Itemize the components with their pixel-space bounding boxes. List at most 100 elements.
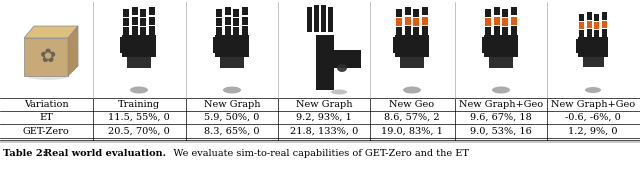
Bar: [578, 37, 608, 57]
Bar: [234, 9, 239, 17]
Bar: [587, 12, 592, 20]
Bar: [422, 7, 428, 15]
Bar: [489, 57, 513, 68]
Bar: [594, 14, 599, 21]
Bar: [215, 35, 249, 57]
Bar: [242, 7, 248, 15]
Bar: [602, 29, 607, 37]
Bar: [316, 35, 334, 90]
Ellipse shape: [585, 87, 601, 93]
Text: ✿: ✿: [40, 46, 56, 66]
Bar: [307, 7, 312, 32]
Bar: [422, 17, 428, 25]
Bar: [396, 18, 402, 26]
Text: 20.5, 70%, 0: 20.5, 70%, 0: [108, 127, 170, 136]
Bar: [413, 27, 419, 35]
Bar: [225, 17, 230, 25]
Bar: [579, 30, 584, 37]
Text: Training: Training: [118, 100, 160, 109]
Bar: [242, 27, 248, 35]
Bar: [405, 7, 411, 15]
Bar: [396, 27, 402, 35]
Text: 11.5, 55%, 0: 11.5, 55%, 0: [108, 113, 170, 122]
Bar: [124, 27, 129, 35]
Bar: [395, 35, 429, 57]
Text: 1.2, 9%, 0: 1.2, 9%, 0: [568, 127, 618, 136]
Text: New Graph: New Graph: [296, 100, 352, 109]
Bar: [149, 17, 155, 25]
Bar: [485, 27, 491, 35]
Bar: [140, 18, 146, 26]
Text: 21.8, 133%, 0: 21.8, 133%, 0: [290, 127, 358, 136]
Bar: [216, 18, 222, 26]
Bar: [502, 18, 508, 26]
Bar: [132, 27, 138, 35]
Polygon shape: [68, 26, 78, 76]
Text: 9.2, 93%, 1: 9.2, 93%, 1: [296, 113, 352, 122]
Ellipse shape: [27, 72, 69, 80]
Text: 9.6, 67%, 18: 9.6, 67%, 18: [470, 113, 532, 122]
Bar: [502, 9, 508, 17]
Text: 9.0, 53%, 16: 9.0, 53%, 16: [470, 127, 532, 136]
Bar: [127, 57, 151, 68]
Bar: [422, 27, 428, 35]
Bar: [485, 18, 491, 26]
Bar: [587, 21, 592, 28]
Bar: [220, 57, 244, 68]
Bar: [225, 7, 230, 15]
Bar: [494, 27, 500, 35]
Text: 5.9, 50%, 0: 5.9, 50%, 0: [204, 113, 260, 122]
Ellipse shape: [492, 87, 510, 93]
Bar: [120, 37, 125, 53]
Bar: [234, 18, 239, 26]
Ellipse shape: [130, 87, 148, 93]
Text: GET-Zero: GET-Zero: [22, 127, 69, 136]
Bar: [494, 7, 500, 15]
Text: ET: ET: [39, 113, 53, 122]
Bar: [400, 57, 424, 68]
Bar: [594, 22, 599, 29]
Bar: [124, 18, 129, 26]
Bar: [582, 57, 604, 67]
Bar: [485, 9, 491, 17]
Bar: [602, 21, 607, 28]
Bar: [321, 5, 326, 32]
Bar: [234, 27, 239, 35]
Bar: [587, 29, 592, 37]
Bar: [482, 37, 487, 53]
Bar: [579, 14, 584, 21]
Text: -0.6, -6%, 0: -0.6, -6%, 0: [565, 113, 621, 122]
Ellipse shape: [403, 87, 421, 93]
Bar: [316, 50, 361, 68]
Bar: [602, 12, 607, 20]
Text: 8.6, 57%, 2: 8.6, 57%, 2: [384, 113, 440, 122]
Bar: [511, 7, 516, 15]
Bar: [396, 9, 402, 17]
Bar: [140, 9, 146, 17]
Ellipse shape: [331, 90, 347, 94]
Bar: [216, 27, 222, 35]
Text: 19.0, 83%, 1: 19.0, 83%, 1: [381, 127, 443, 136]
Bar: [216, 9, 222, 17]
Bar: [413, 9, 419, 17]
Bar: [132, 17, 138, 25]
Bar: [484, 35, 518, 57]
Bar: [149, 27, 155, 35]
Ellipse shape: [337, 64, 347, 72]
Text: New Graph+Geo: New Graph+Geo: [459, 100, 543, 109]
Text: Table 2:: Table 2:: [3, 149, 49, 158]
Text: Real world evaluation.: Real world evaluation.: [44, 149, 166, 158]
Bar: [511, 17, 516, 25]
Bar: [124, 9, 129, 17]
Text: New Graph: New Graph: [204, 100, 260, 109]
Bar: [579, 22, 584, 29]
Bar: [405, 17, 411, 25]
Bar: [24, 38, 68, 76]
Bar: [149, 7, 155, 15]
Bar: [393, 37, 398, 53]
Bar: [132, 7, 138, 15]
Bar: [502, 27, 508, 35]
Bar: [213, 37, 218, 53]
Bar: [314, 5, 319, 32]
Text: New Geo: New Geo: [389, 100, 435, 109]
